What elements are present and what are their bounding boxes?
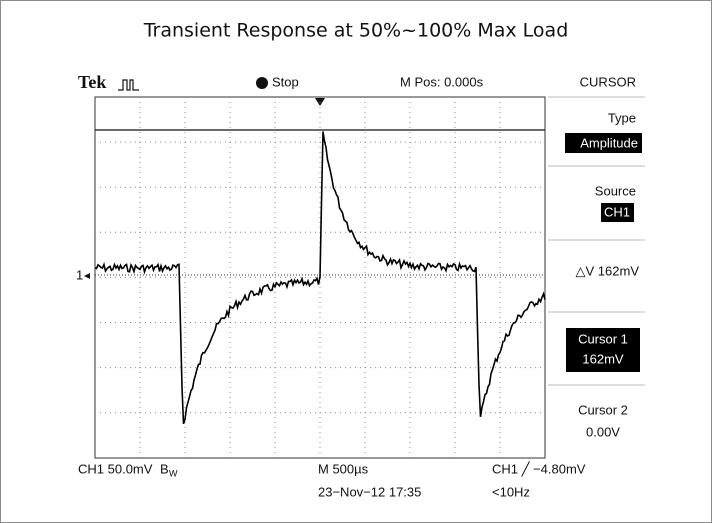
freq: <10Hz (492, 484, 530, 499)
run-state: Stop (272, 74, 299, 89)
cursor1-value: 162mV (582, 351, 624, 366)
type-value: Amplitude (580, 135, 638, 150)
source-label: Source (595, 183, 636, 198)
cursor2-value: 0.00V (586, 424, 620, 439)
title: Transient Response at 50%~100% Max Load (143, 20, 569, 42)
timebase: M 500µs (318, 461, 369, 476)
cursor1-label: Cursor 1 (578, 331, 628, 346)
date: 23−Nov−12 17:35 (318, 484, 421, 499)
ch-marker: 1 (76, 267, 83, 282)
position: M Pos: 0.000s (400, 74, 484, 89)
menu-header: CURSOR (580, 74, 636, 89)
run-dot (256, 77, 268, 89)
type-label: Type (608, 110, 636, 125)
bw-sub: W (169, 468, 178, 478)
channel-scale: CH1 50.0mV (78, 461, 153, 476)
delta: △V 162mV (576, 263, 640, 278)
source-value: CH1 (604, 204, 630, 219)
page: Transient Response at 50%~100% Max Load … (0, 0, 712, 523)
bw: B (160, 461, 169, 476)
cursor2-label: Cursor 2 (578, 402, 628, 417)
trigger: CH1 ╱ −4.80mV (492, 460, 586, 477)
brand: Tek (78, 72, 106, 92)
